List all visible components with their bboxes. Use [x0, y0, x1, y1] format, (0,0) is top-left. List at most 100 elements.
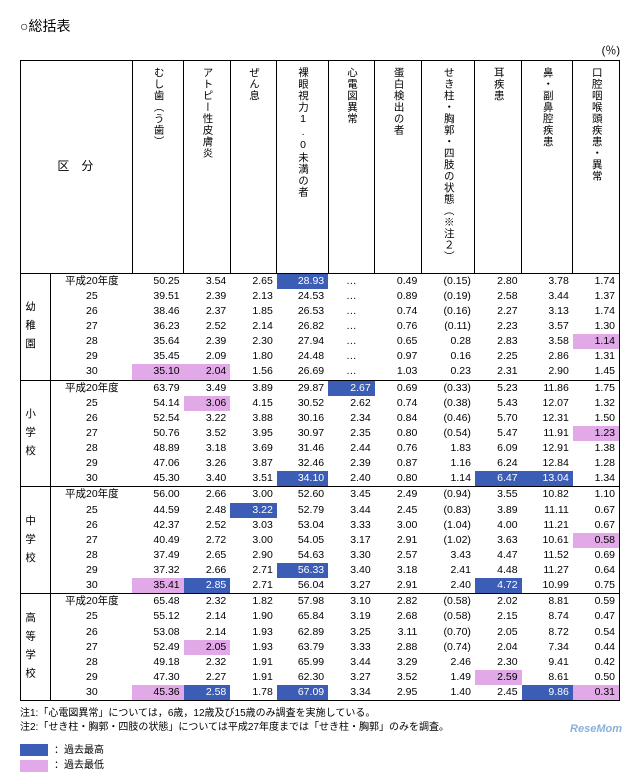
data-cell: 1.80: [230, 349, 277, 364]
data-cell: 49.18: [132, 655, 183, 670]
col-header: アトピー性皮膚炎: [184, 61, 231, 274]
data-cell: 12.91: [522, 441, 573, 456]
table-row: 2947.302.271.9162.303.273.521.492.598.61…: [21, 670, 620, 685]
page-title: ○総括表: [20, 16, 620, 36]
data-cell: 2.58: [475, 289, 522, 304]
data-cell: 8.74: [522, 609, 573, 624]
data-cell: 47.06: [132, 456, 183, 471]
data-cell: 3.58: [522, 334, 573, 349]
table-row: 2937.322.662.7156.333.403.182.414.4811.2…: [21, 563, 620, 578]
data-cell: 29.87: [277, 380, 328, 396]
data-cell: (0.19): [421, 289, 475, 304]
data-cell: (0.15): [421, 273, 475, 289]
row-label: 30: [51, 685, 133, 701]
data-cell: 1.31: [573, 349, 620, 364]
data-cell: 0.64: [573, 563, 620, 578]
data-cell: (0.70): [421, 625, 475, 640]
data-cell: 2.35: [328, 426, 375, 441]
data-cell: 3.26: [184, 456, 231, 471]
data-cell: 1.10: [573, 487, 620, 503]
data-cell: 2.39: [184, 289, 231, 304]
data-cell: 31.46: [277, 441, 328, 456]
data-cell: 3.40: [184, 471, 231, 487]
legend: ：過去最高 ：過去最低: [20, 741, 620, 772]
data-cell: 2.86: [522, 349, 573, 364]
data-cell: 7.34: [522, 640, 573, 655]
data-cell: 1.85: [230, 304, 277, 319]
data-cell: …: [328, 349, 375, 364]
data-cell: 0.67: [573, 518, 620, 533]
data-cell: 48.89: [132, 441, 183, 456]
data-cell: 2.27: [475, 304, 522, 319]
row-label: 26: [51, 411, 133, 426]
data-cell: 52.60: [277, 487, 328, 503]
row-label: 25: [51, 396, 133, 411]
data-cell: 0.58: [573, 533, 620, 548]
data-cell: 3.19: [328, 609, 375, 624]
header-row: 区分 むし歯（う歯） アトピー性皮膚炎 ぜん息 裸眼視力1.0未満の者 心電図異…: [21, 61, 620, 274]
data-cell: 0.69: [573, 548, 620, 563]
data-cell: 2.90: [230, 548, 277, 563]
data-cell: 3.69: [230, 441, 277, 456]
data-cell: 30.97: [277, 426, 328, 441]
data-cell: 0.87: [375, 456, 422, 471]
data-cell: 3.11: [375, 625, 422, 640]
data-cell: 3.43: [421, 548, 475, 563]
data-cell: 1.93: [230, 625, 277, 640]
data-cell: 0.65: [375, 334, 422, 349]
data-cell: 52.49: [132, 640, 183, 655]
data-cell: 32.46: [277, 456, 328, 471]
data-cell: 28.93: [277, 273, 328, 289]
data-cell: (0.33): [421, 380, 475, 396]
data-cell: 52.54: [132, 411, 183, 426]
data-cell: 3.44: [328, 503, 375, 518]
data-cell: 3.52: [184, 426, 231, 441]
data-cell: 3.63: [475, 533, 522, 548]
data-cell: (0.58): [421, 594, 475, 610]
data-cell: 1.78: [230, 685, 277, 701]
data-cell: 2.32: [184, 655, 231, 670]
data-cell: 35.45: [132, 349, 183, 364]
row-label: 29: [51, 563, 133, 578]
data-cell: 1.14: [573, 334, 620, 349]
category-cell: 高等学校: [21, 594, 51, 701]
data-cell: 0.54: [573, 625, 620, 640]
data-cell: 30.52: [277, 396, 328, 411]
data-cell: (0.16): [421, 304, 475, 319]
data-cell: 3.06: [184, 396, 231, 411]
data-cell: 56.00: [132, 487, 183, 503]
table-row: 2555.122.141.9065.843.192.68(0.58)2.158.…: [21, 609, 620, 624]
data-cell: …: [328, 319, 375, 334]
data-cell: 47.30: [132, 670, 183, 685]
data-cell: 2.45: [475, 685, 522, 701]
notes: 注1:「心電図異常」については，6歳，12歳及び15歳のみ調査を実施している。 …: [20, 707, 620, 735]
data-cell: 2.41: [421, 563, 475, 578]
col-header: 蛋白検出の者: [375, 61, 422, 274]
data-cell: (0.83): [421, 503, 475, 518]
data-cell: 2.49: [375, 487, 422, 503]
data-cell: 37.49: [132, 548, 183, 563]
data-cell: 65.99: [277, 655, 328, 670]
data-cell: 56.04: [277, 578, 328, 594]
data-cell: 1.34: [573, 471, 620, 487]
data-cell: (0.46): [421, 411, 475, 426]
table-row: 2947.063.263.8732.462.390.871.166.2412.8…: [21, 456, 620, 471]
data-cell: 10.99: [522, 578, 573, 594]
data-cell: 2.02: [475, 594, 522, 610]
data-cell: 63.79: [277, 640, 328, 655]
data-cell: 1.75: [573, 380, 620, 396]
data-cell: 54.05: [277, 533, 328, 548]
data-cell: 45.36: [132, 685, 183, 701]
data-cell: 3.13: [522, 304, 573, 319]
data-cell: 0.49: [375, 273, 422, 289]
data-cell: 2.67: [328, 380, 375, 396]
data-cell: 11.91: [522, 426, 573, 441]
data-cell: 35.64: [132, 334, 183, 349]
data-cell: 3.51: [230, 471, 277, 487]
data-cell: 10.61: [522, 533, 573, 548]
data-cell: 50.25: [132, 273, 183, 289]
table-row: 2835.642.392.3027.94…0.650.282.833.581.1…: [21, 334, 620, 349]
data-cell: 35.10: [132, 364, 183, 380]
data-cell: 2.65: [184, 548, 231, 563]
data-cell: 2.40: [328, 471, 375, 487]
